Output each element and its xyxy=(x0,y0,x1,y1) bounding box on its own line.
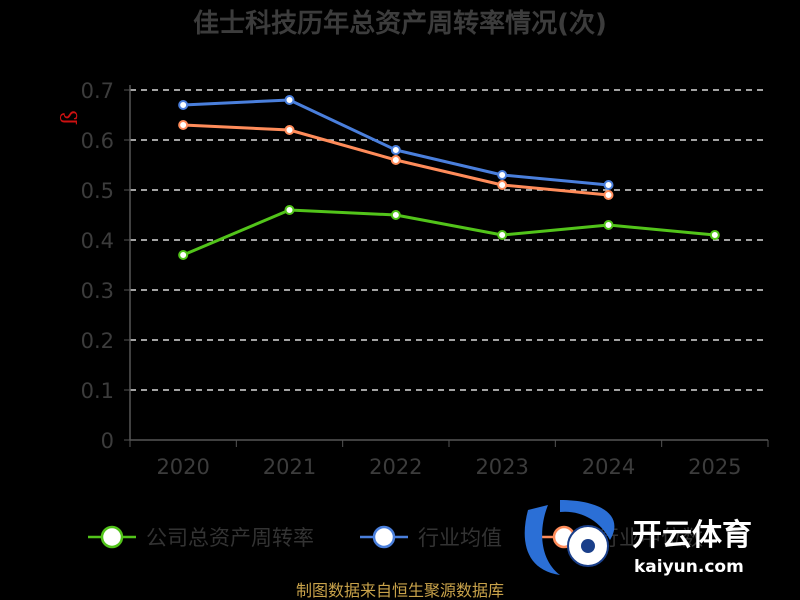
chart-title: 佳士科技历年总资产周转率情况(次) xyxy=(193,8,607,39)
y-tick-label: 0 xyxy=(101,429,114,453)
x-tick-label: 2024 xyxy=(582,455,635,479)
series-lines xyxy=(178,95,720,260)
data-point xyxy=(497,230,508,240)
y-tick-label: 0.3 xyxy=(81,279,114,303)
watermark-logo: 开云体育 kaiyun.com xyxy=(524,500,752,577)
data-point xyxy=(603,220,614,230)
data-point xyxy=(497,170,508,180)
data-point xyxy=(603,180,614,190)
legend-marker xyxy=(372,525,396,549)
y-tick-label: 0.6 xyxy=(81,129,114,153)
legend-label: 行业均值 xyxy=(418,526,502,550)
legend-label: 行业中位数 xyxy=(598,526,703,550)
y-tick-label: 0.2 xyxy=(81,329,114,353)
data-point xyxy=(603,190,614,200)
data-point xyxy=(390,145,401,155)
legend: 公司总资产周转率 行业均值 行业中位数 xyxy=(88,525,703,550)
data-point xyxy=(390,155,401,165)
x-tick-label: 2020 xyxy=(156,455,209,479)
series-line xyxy=(182,208,715,257)
y-tick-label: 0.1 xyxy=(81,379,114,403)
data-point xyxy=(178,120,189,130)
data-point xyxy=(178,100,189,110)
corner-stamp-icon: ß xyxy=(58,110,83,125)
data-point xyxy=(709,230,720,240)
watermark-brand-cn: 开云体育 xyxy=(632,518,752,553)
x-tick-labels: 2020 2021 2022 2023 2024 2025 xyxy=(156,455,741,479)
axes xyxy=(129,85,769,447)
data-point xyxy=(284,95,295,105)
y-tick-label: 0.7 xyxy=(81,79,114,103)
grid-lines xyxy=(124,89,768,441)
y-tick-label: 0.5 xyxy=(81,179,114,203)
data-point xyxy=(497,180,508,190)
data-point xyxy=(284,205,295,215)
data-point xyxy=(178,250,189,260)
x-tick-label: 2025 xyxy=(688,455,741,479)
x-tick-label: 2023 xyxy=(475,455,528,479)
legend-marker xyxy=(100,525,124,549)
x-tick-label: 2021 xyxy=(263,455,316,479)
x-tick-label: 2022 xyxy=(369,455,422,479)
source-note: 制图数据来自恒生聚源数据库 xyxy=(296,581,504,600)
y-tick-labels: 0 0.1 0.2 0.3 0.4 0.5 0.6 0.7 xyxy=(81,79,114,453)
svg-text:ß: ß xyxy=(58,110,83,125)
watermark-brand-en: kaiyun.com xyxy=(634,557,744,577)
series-line xyxy=(183,98,609,187)
y-tick-label: 0.4 xyxy=(81,229,114,253)
data-point xyxy=(284,125,295,135)
data-point xyxy=(390,210,401,220)
legend-label: 公司总资产周转率 xyxy=(146,526,314,550)
